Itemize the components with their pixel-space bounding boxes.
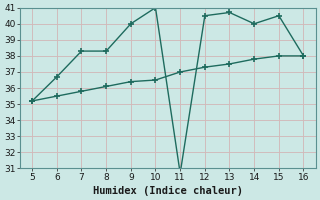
- X-axis label: Humidex (Indice chaleur): Humidex (Indice chaleur): [93, 186, 243, 196]
